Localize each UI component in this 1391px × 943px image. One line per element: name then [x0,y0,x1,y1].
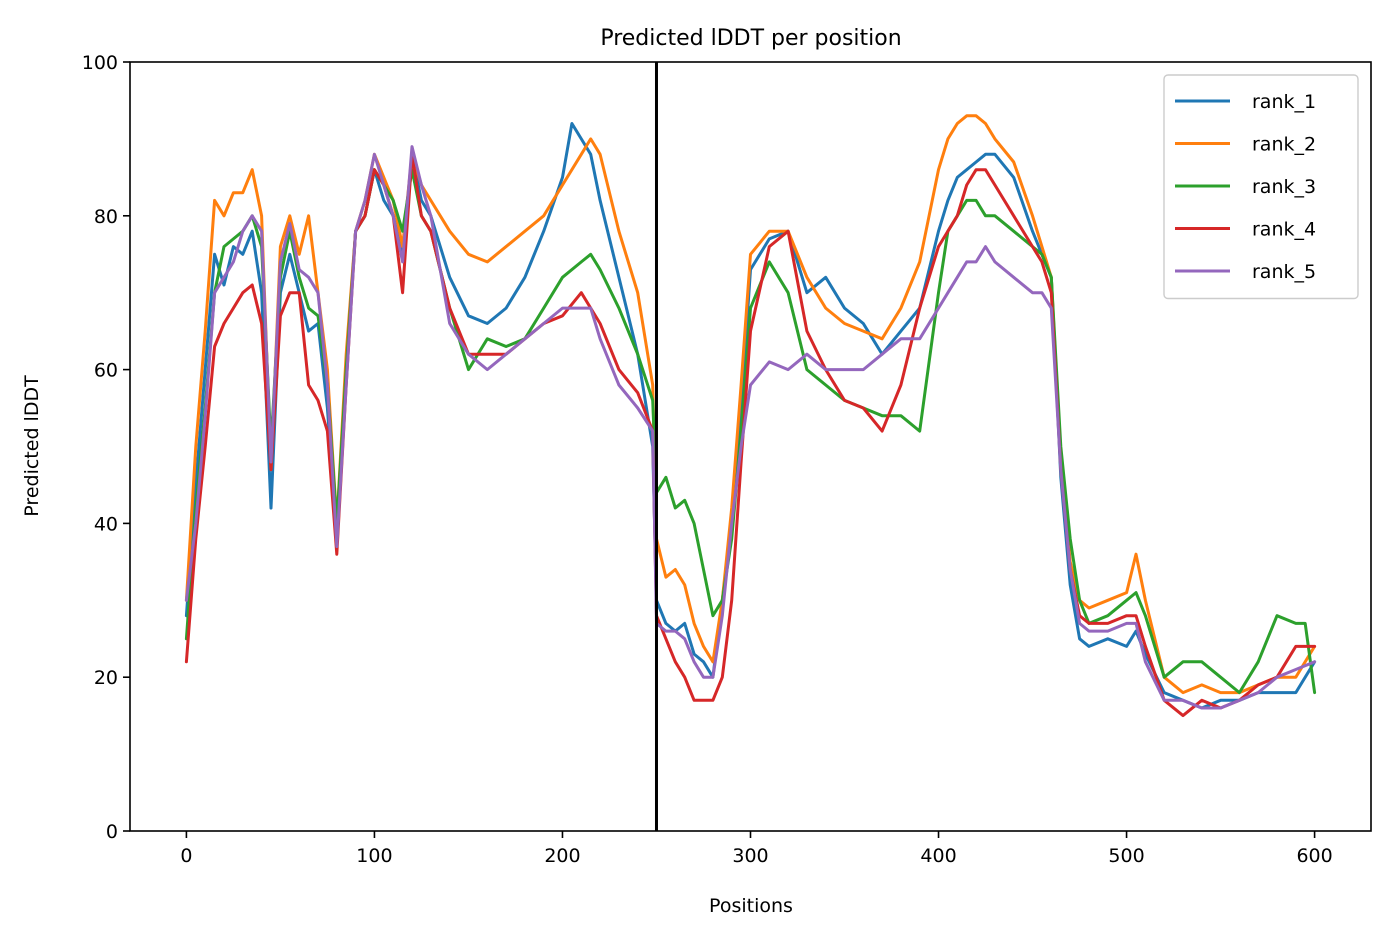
legend-label-rank-1: rank_1 [1252,91,1316,113]
x-tick-label: 200 [544,845,580,867]
x-tick-label: 500 [1108,845,1144,867]
y-tick-label: 100 [82,52,118,74]
y-tick-label: 60 [94,360,118,382]
series-line-rank-1 [184,122,1317,710]
x-axis-label: Positions [709,895,793,917]
y-tick-label: 0 [106,821,118,843]
series-layer [184,114,1317,718]
x-tick-label: 600 [1296,845,1332,867]
x-tick-label: 400 [920,845,956,867]
legend-label-rank-4: rank_4 [1252,219,1316,241]
legend: rank_1 rank_2 rank_3 rank_4 rank_5 [1163,74,1359,300]
series-line-rank-5 [184,145,1317,710]
legend-label-rank-5: rank_5 [1252,261,1316,283]
x-tick-label: 0 [180,845,192,867]
legend-box [1163,74,1359,300]
legend-label-rank-3: rank_3 [1252,176,1316,198]
x-tick-label: 300 [732,845,768,867]
y-tick-label: 40 [94,513,118,535]
y-tick-label: 20 [94,667,118,689]
x-tick-label: 100 [356,845,392,867]
chart-title: Predicted lDDT per position [600,26,901,51]
y-tick-label: 80 [94,206,118,228]
legend-label-rank-2: rank_2 [1252,134,1316,156]
axes-layer: 0 100 200 300 400 500 600 0 20 40 60 80 100 [82,52,1372,867]
y-axis-label: Predicted lDDT [21,375,43,517]
